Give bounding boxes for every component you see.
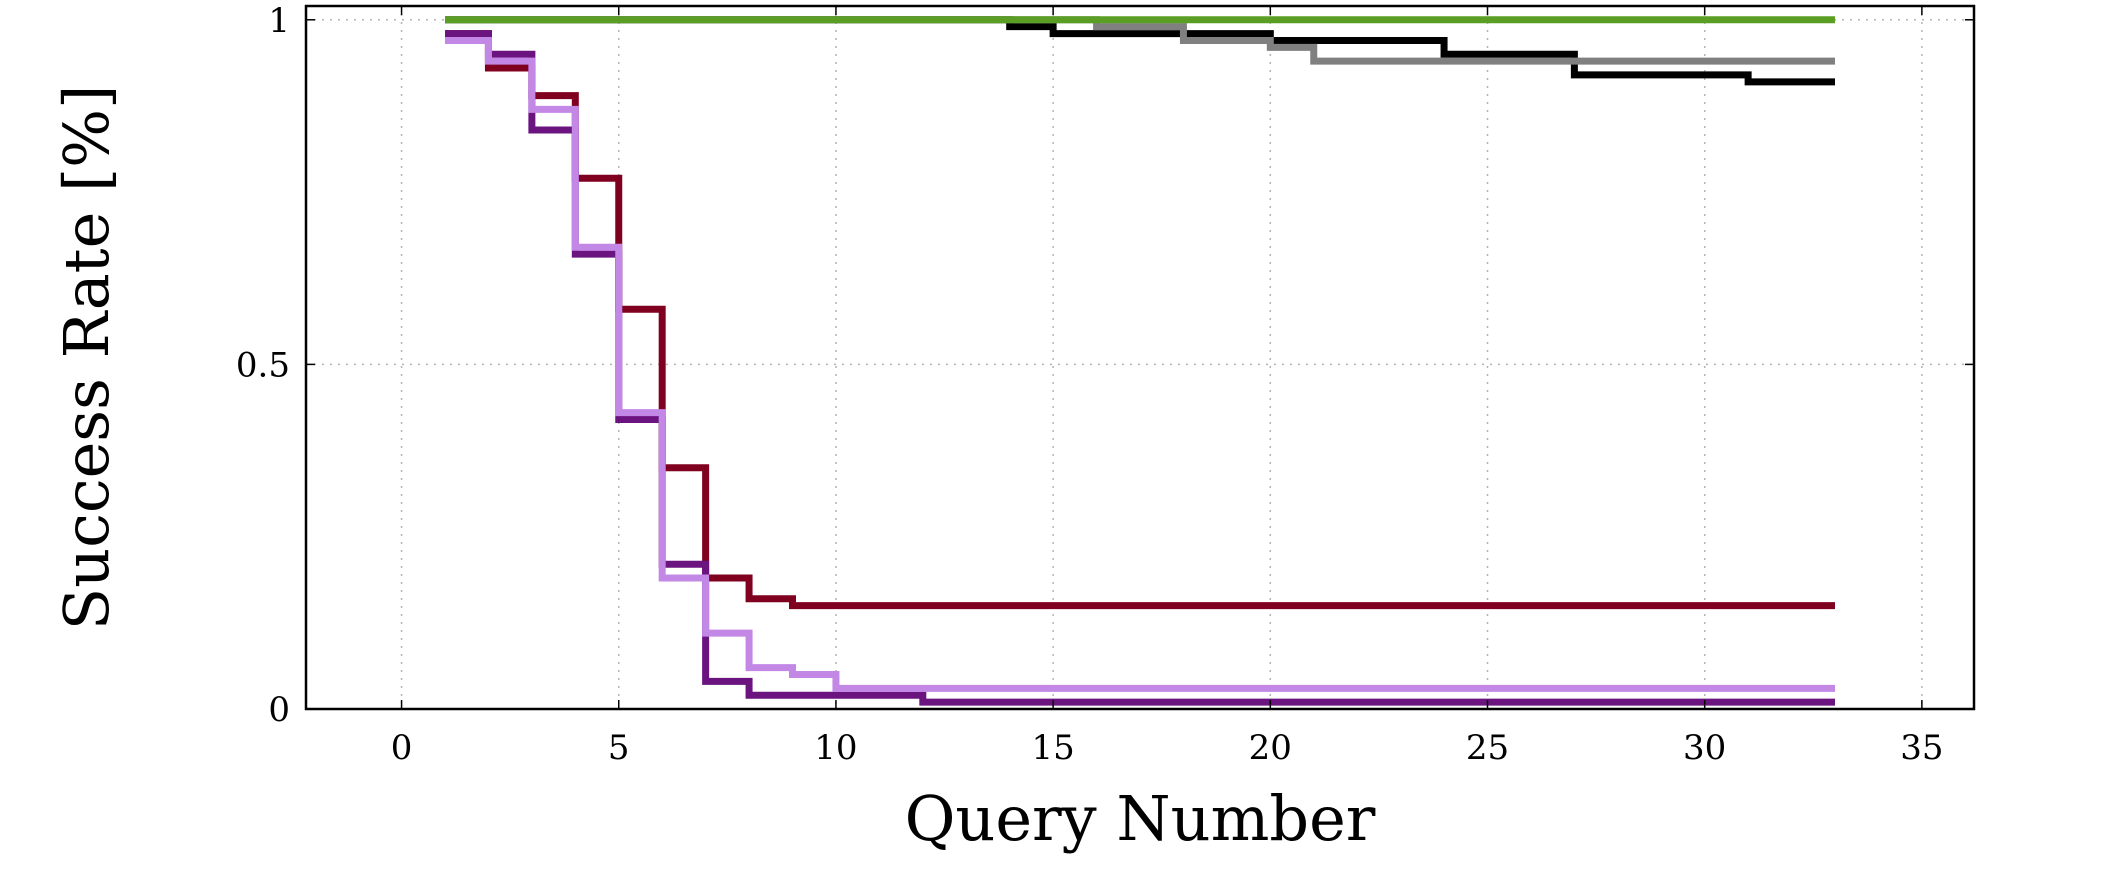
series-line-1 — [445, 30, 1835, 610]
y-axis-label: Success Rate [%] — [50, 85, 123, 631]
series-line-5 — [445, 16, 1835, 65]
y-tick-label: 0 — [268, 690, 290, 730]
series-lines — [445, 16, 1835, 706]
x-tick-label: 10 — [814, 728, 857, 768]
x-tick-labels: 0 5 10 15 20 25 30 35 — [391, 728, 1944, 768]
plot-frame — [304, 4, 1976, 711]
x-tick-label: 20 — [1249, 728, 1292, 768]
axis-ticks — [306, 6, 1974, 710]
x-tick-label: 30 — [1683, 728, 1726, 768]
y-tick-labels: 00.51 — [236, 1, 290, 730]
x-tick-label: 5 — [608, 728, 630, 768]
x-tick-label: 15 — [1031, 728, 1074, 768]
y-tick-label: 1 — [268, 1, 290, 41]
series-line-2 — [445, 30, 1835, 706]
x-tick-label: 25 — [1466, 728, 1509, 768]
series-line-3 — [445, 36, 1835, 692]
x-axis-label: Query Number — [905, 782, 1376, 855]
y-tick-label: 0.5 — [236, 345, 290, 385]
x-tick-label: 35 — [1900, 728, 1943, 768]
x-tick-label: 0 — [391, 728, 413, 768]
